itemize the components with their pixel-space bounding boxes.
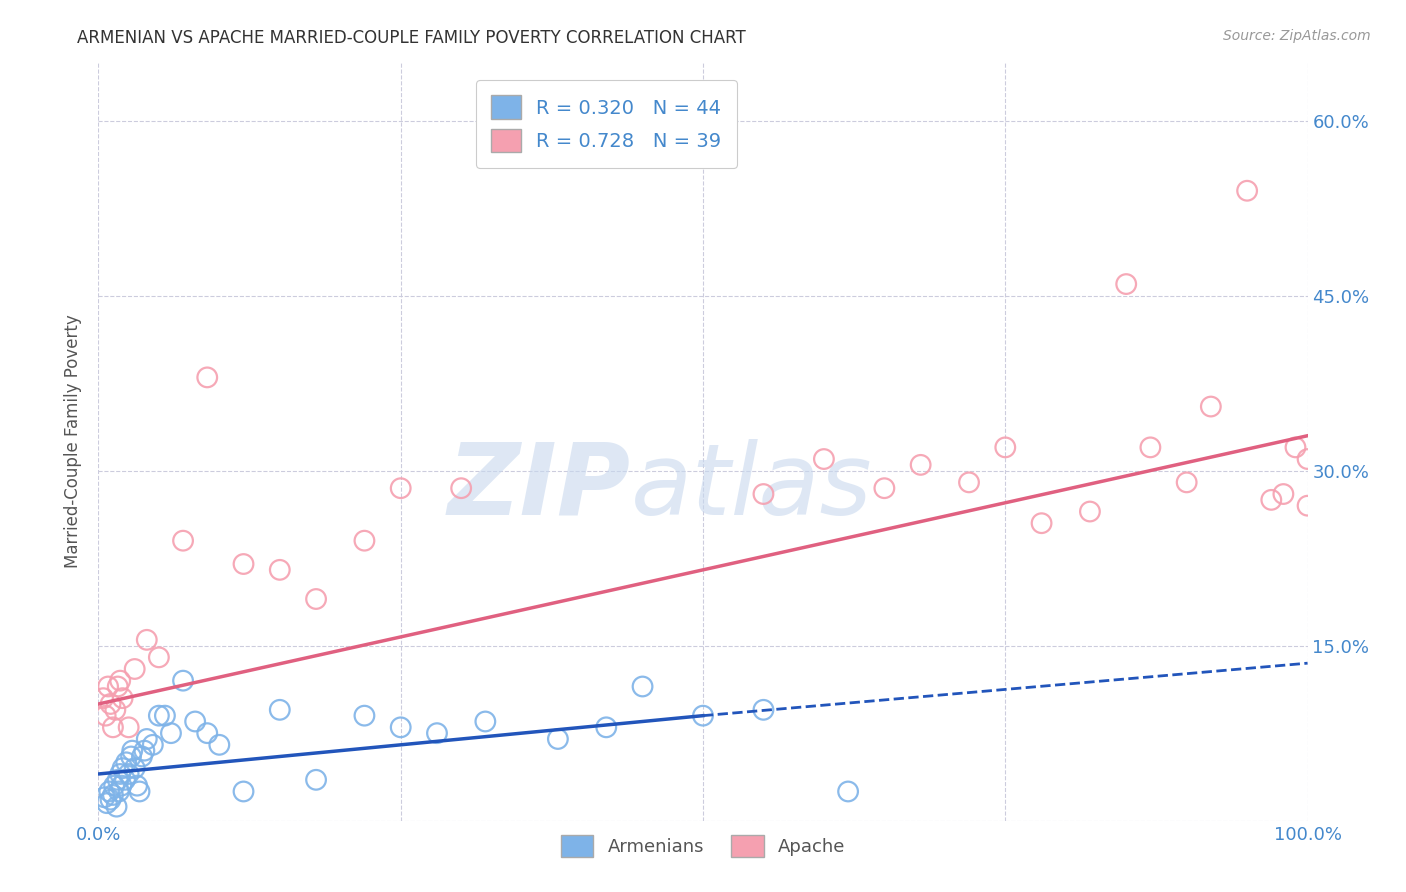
Point [389, 481, 412, 495]
Point [1272, 487, 1295, 501]
Point [353, 708, 375, 723]
Point [172, 673, 194, 688]
Point [269, 703, 291, 717]
Point [595, 720, 617, 734]
Point [93, 790, 115, 805]
Point [135, 632, 157, 647]
Point [1115, 277, 1137, 291]
Y-axis label: Married-Couple Family Poverty: Married-Couple Family Poverty [65, 315, 83, 568]
Point [1236, 184, 1258, 198]
Text: ARMENIAN VS APACHE MARRIED-COUPLE FAMILY POVERTY CORRELATION CHART: ARMENIAN VS APACHE MARRIED-COUPLE FAMILY… [77, 29, 747, 46]
Point [104, 703, 127, 717]
Point [208, 738, 231, 752]
Point [813, 452, 835, 467]
Point [232, 784, 254, 798]
Point [111, 691, 134, 706]
Point [110, 779, 132, 793]
Point [118, 720, 141, 734]
Point [910, 458, 932, 472]
Point [1175, 475, 1198, 490]
Point [1199, 400, 1222, 414]
Point [692, 708, 714, 723]
Point [94, 708, 117, 723]
Point [426, 726, 449, 740]
Point [100, 792, 122, 806]
Point [873, 481, 896, 495]
Point [114, 772, 136, 787]
Point [148, 650, 170, 665]
Point [172, 533, 194, 548]
Point [134, 744, 156, 758]
Point [1260, 492, 1282, 507]
Point [450, 481, 472, 495]
Point [195, 370, 218, 384]
Point [269, 563, 291, 577]
Point [107, 680, 129, 694]
Point [111, 761, 134, 775]
Point [752, 703, 775, 717]
Point [142, 738, 165, 752]
Point [837, 784, 859, 798]
Point [105, 799, 128, 814]
Point [124, 662, 146, 676]
Point [108, 767, 131, 781]
Point [232, 557, 254, 571]
Point [97, 680, 120, 694]
Point [107, 772, 129, 787]
Text: ZIP: ZIP [447, 439, 630, 535]
Point [118, 767, 141, 781]
Point [91, 691, 114, 706]
Point [108, 673, 131, 688]
Point [115, 756, 138, 770]
Point [1296, 452, 1319, 467]
Point [305, 772, 328, 787]
Text: Source: ZipAtlas.com: Source: ZipAtlas.com [1223, 29, 1371, 43]
Point [474, 714, 496, 729]
Point [127, 779, 149, 793]
Point [98, 784, 121, 798]
Point [153, 708, 176, 723]
Point [148, 708, 170, 723]
Point [96, 796, 118, 810]
Point [101, 720, 124, 734]
Point [389, 720, 412, 734]
Point [128, 784, 150, 798]
Point [160, 726, 183, 740]
Point [124, 761, 146, 775]
Point [121, 744, 143, 758]
Point [100, 697, 122, 711]
Point [1284, 441, 1306, 455]
Point [305, 592, 328, 607]
Legend: Armenians, Apache: Armenians, Apache [554, 828, 852, 864]
Point [631, 680, 654, 694]
Point [1078, 504, 1101, 518]
Point [1139, 441, 1161, 455]
Point [131, 749, 153, 764]
Point [957, 475, 980, 490]
Text: atlas: atlas [630, 439, 872, 535]
Point [994, 441, 1017, 455]
Point [184, 714, 207, 729]
Point [120, 749, 142, 764]
Point [101, 788, 124, 802]
Point [135, 731, 157, 746]
Point [1296, 499, 1319, 513]
Point [353, 533, 375, 548]
Point [752, 487, 775, 501]
Point [1031, 516, 1053, 531]
Point [108, 784, 131, 798]
Point [547, 731, 569, 746]
Point [195, 726, 218, 740]
Point [103, 779, 125, 793]
